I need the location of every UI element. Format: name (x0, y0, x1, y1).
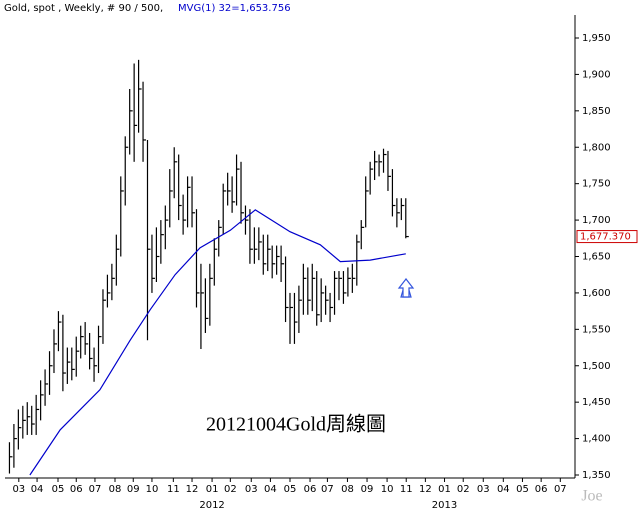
x-tick-label: 08 (341, 484, 354, 495)
x-tick-label: 10 (381, 484, 394, 495)
x-tick-label: 11 (400, 484, 413, 495)
x-tick-label: 11 (167, 484, 180, 495)
annotation: 20121004Gold周線圖 (206, 413, 386, 436)
header-symbol: Gold, spot , Weekly, # 90 / 500, (4, 3, 163, 14)
x-tick-label: 02 (224, 484, 237, 495)
x-tick-label: 05 (52, 484, 65, 495)
last-value-label: 1,677.370 (580, 232, 631, 243)
x-tick-label: 06 (304, 484, 317, 495)
last-value-box (576, 230, 638, 244)
x-tick-label: 09 (127, 484, 140, 495)
x-tick-label: 04 (264, 484, 277, 495)
y-tick-label: 1,900 (582, 69, 611, 80)
y-tick-label: 1,450 (582, 397, 611, 408)
x-tick-label: 01 (438, 484, 451, 495)
y-tick-label: 1,500 (582, 361, 611, 372)
moving-average (29, 209, 406, 476)
x-tick-label: 06 (535, 484, 548, 495)
x-tick-label: 04 (31, 484, 44, 495)
x-tick-label: 05 (284, 484, 297, 495)
x-tick-label: 05 (516, 484, 529, 495)
y-tick-label: 1,650 (582, 252, 611, 263)
x-tick-label: 12 (186, 484, 199, 495)
x-tick-label: 07 (89, 484, 102, 495)
x-tick-label: 03 (12, 484, 25, 495)
year-label: 2012 (199, 500, 224, 511)
y-tick-label: 1,400 (582, 434, 611, 445)
x-tick-label: 03 (245, 484, 258, 495)
x-tick-label: 10 (146, 484, 159, 495)
x-tick-label: 01 (206, 484, 219, 495)
x-tick-label: 04 (497, 484, 510, 495)
y-tick-label: 1,550 (582, 324, 611, 335)
x-tick-label: 08 (109, 484, 122, 495)
x-tick-label: 07 (321, 484, 334, 495)
year-label: 2013 (432, 500, 457, 511)
y-tick-label: 1,700 (582, 215, 611, 226)
y-tick-label: 1,600 (582, 288, 611, 299)
x-tick-label: 12 (419, 484, 432, 495)
y-tick-label: 1,950 (582, 33, 611, 44)
y-tick-label: 1,800 (582, 142, 611, 153)
y-tick-label: 1,850 (582, 106, 611, 117)
y-tick-label: 1,350 (582, 470, 611, 481)
x-tick-label: 07 (554, 484, 567, 495)
x-tick-label: 09 (361, 484, 374, 495)
watermark: Joe (581, 488, 602, 505)
x-tick-label: 02 (457, 484, 470, 495)
y-tick-label: 1,750 (582, 179, 611, 190)
x-tick-label: 03 (477, 484, 490, 495)
arrow (397, 278, 415, 298)
header-indicator: MVG(1) 32=1,653.756 (178, 3, 291, 14)
x-tick-label: 06 (70, 484, 83, 495)
